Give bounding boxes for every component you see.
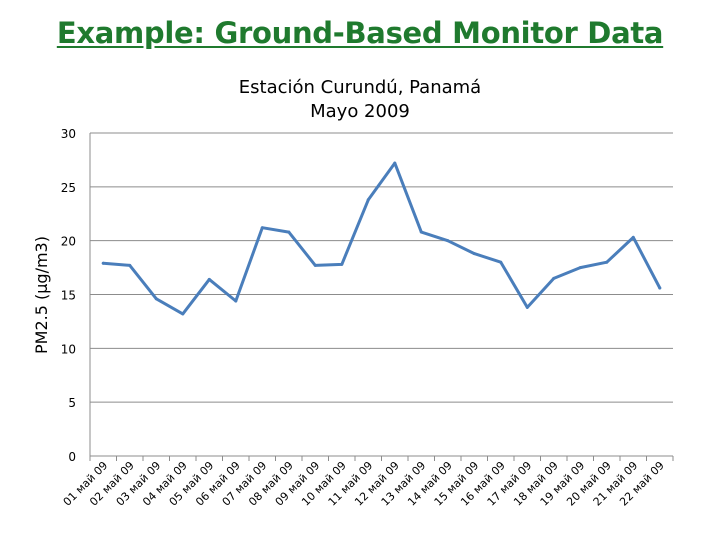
y-tick-labels: 0 5 10 15 20 25 30 — [61, 127, 76, 464]
series-line — [101, 161, 662, 316]
chart-title-line-2: Mayo 2009 — [310, 101, 410, 122]
data-point — [287, 230, 291, 234]
data-point — [366, 198, 370, 202]
y-tick-label: 0 — [68, 450, 76, 464]
axes — [89, 133, 674, 461]
data-point — [605, 260, 609, 264]
slide-title: Example: Ground-Based Monitor Data — [56, 16, 664, 50]
y-axis-label: PM2.5 (μg/m3) — [32, 236, 51, 354]
gridlines — [90, 132, 673, 403]
data-point — [658, 286, 662, 290]
y-tick-label: 20 — [61, 235, 76, 249]
data-point — [340, 262, 344, 266]
data-point — [234, 299, 238, 303]
data-point — [631, 235, 635, 239]
chart-title-line-1: Estación Curundú, Panamá — [238, 77, 482, 98]
data-point — [552, 276, 556, 280]
data-point — [181, 312, 185, 316]
data-point — [525, 305, 529, 309]
data-point — [260, 226, 264, 230]
data-point — [446, 239, 450, 243]
y-tick-label: 30 — [61, 127, 76, 141]
data-point — [472, 252, 476, 256]
data-point — [128, 263, 132, 267]
data-series — [101, 161, 662, 316]
y-tick-label: 10 — [61, 342, 76, 356]
data-point — [578, 266, 582, 270]
y-tick-label: 25 — [61, 181, 76, 195]
chart-title: Estación Curundú, Panamá Mayo 2009 — [210, 76, 510, 124]
data-point — [393, 161, 397, 165]
data-point — [419, 230, 423, 234]
data-point — [101, 261, 105, 265]
y-tick-label: 15 — [61, 289, 76, 303]
data-point — [207, 277, 211, 281]
y-tick-label: 5 — [68, 396, 76, 410]
data-point — [154, 297, 158, 301]
data-point — [313, 263, 317, 267]
data-point — [499, 260, 503, 264]
